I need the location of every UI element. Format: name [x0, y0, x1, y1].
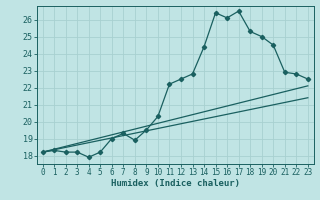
X-axis label: Humidex (Indice chaleur): Humidex (Indice chaleur)	[111, 179, 240, 188]
